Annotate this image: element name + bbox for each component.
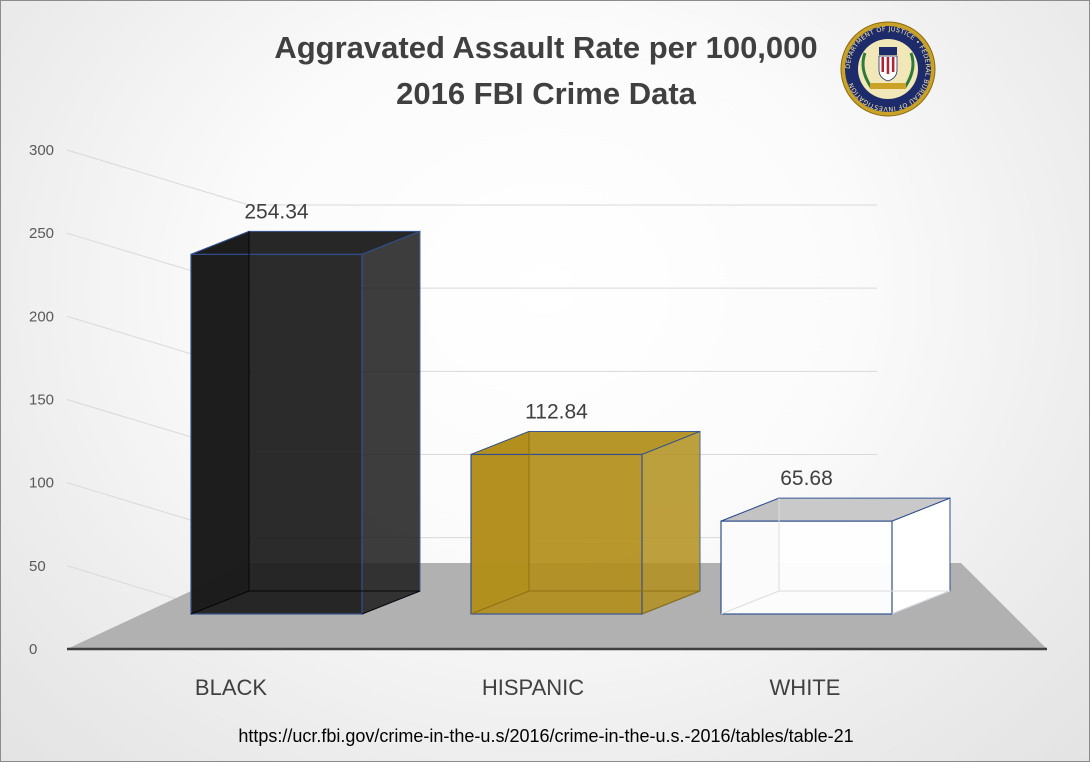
y-tick-label: 100	[29, 475, 54, 492]
data-label: 65.68	[780, 467, 833, 490]
source-url: https://ucr.fbi.gov/crime-in-the-u.s/201…	[238, 726, 853, 746]
fbi-seal-icon: DEPARTMENT OF JUSTICE • FEDERAL BUREAU O…	[840, 21, 936, 117]
data-labels: 254.34 112.84 65.68	[244, 200, 832, 490]
y-axis: 0 50 100 150 200 250 300	[29, 142, 54, 658]
gridline-side	[66, 149, 250, 206]
bar-front-face	[720, 520, 893, 615]
bar-front-face	[470, 453, 643, 615]
x-tick-label: BLACK	[195, 675, 267, 700]
bar-black	[190, 230, 421, 615]
x-axis: BLACK HISPANIC WHITE	[195, 675, 841, 700]
y-tick-label: 0	[29, 641, 37, 658]
bar-inner-edge	[720, 590, 951, 615]
y-tick-label: 150	[29, 392, 54, 409]
bar-right-face	[361, 230, 421, 615]
data-label: 112.84	[525, 400, 588, 423]
bars	[190, 230, 951, 615]
y-tick-label: 50	[29, 558, 46, 575]
bar-inner-edge	[470, 590, 701, 615]
x-tick-label: WHITE	[770, 675, 841, 700]
bar-front-face	[190, 253, 363, 615]
y-tick-label: 300	[29, 142, 54, 159]
y-tick-label: 250	[29, 225, 54, 242]
x-tick-label: HISPANIC	[482, 675, 584, 700]
bar-right-face	[641, 430, 701, 615]
bar-hispanic	[470, 430, 701, 615]
chart-subtitle: 2016 FBI Crime Data	[396, 76, 697, 111]
chart-title: Aggravated Assault Rate per 100,000	[274, 30, 817, 65]
bar-inner-edge	[190, 590, 421, 615]
bar-white	[720, 497, 951, 615]
data-label: 254.34	[244, 200, 309, 223]
y-tick-label: 200	[29, 308, 54, 325]
